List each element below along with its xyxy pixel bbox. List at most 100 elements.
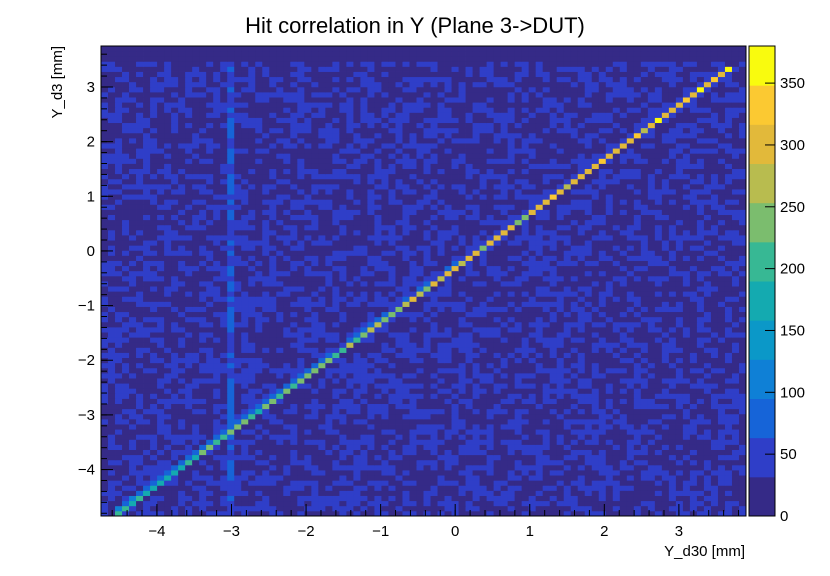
heatmap-cell [661, 332, 670, 338]
heatmap-cell [325, 296, 333, 302]
heatmap-cell [325, 439, 333, 445]
heatmap-cell [164, 337, 172, 343]
heatmap-cell [682, 270, 691, 277]
heatmap-cell [689, 398, 698, 405]
heatmap-cell [353, 240, 361, 246]
heatmap-cell [598, 357, 607, 364]
heatmap-cell [241, 403, 249, 410]
heatmap-cell [136, 321, 144, 328]
heatmap-cell [304, 444, 312, 450]
heatmap-cell [542, 439, 551, 445]
heatmap-cell [283, 326, 291, 333]
heatmap-cell [731, 434, 740, 440]
heatmap-cell [185, 260, 193, 267]
heatmap-cell [402, 470, 410, 476]
heatmap-cell [395, 337, 403, 343]
heatmap-cell [332, 434, 340, 440]
heatmap-cell [731, 454, 740, 461]
heatmap-cell [416, 393, 424, 399]
heatmap-cell [437, 470, 445, 476]
heatmap-cell [528, 378, 537, 384]
heatmap-cell [703, 342, 712, 348]
heatmap-cell [703, 424, 712, 430]
heatmap-cell [626, 362, 635, 369]
heatmap-cell [444, 495, 452, 502]
heatmap-cell [612, 291, 621, 297]
heatmap-cell [591, 500, 600, 507]
heatmap-cell [234, 393, 242, 399]
heatmap-cell [325, 326, 333, 333]
heatmap-cell [577, 418, 586, 425]
heatmap-cell [472, 296, 480, 302]
heatmap-cell [486, 449, 495, 456]
heatmap-cell [661, 485, 670, 491]
heatmap-cell [444, 255, 452, 261]
heatmap-cell [675, 372, 684, 379]
heatmap-cell [493, 250, 502, 256]
heatmap-cell [528, 490, 537, 496]
heatmap-cell [108, 240, 116, 246]
heatmap-cell [444, 475, 452, 481]
heatmap-cell [248, 383, 256, 389]
heatmap-cell [423, 403, 431, 410]
heatmap-cell [647, 301, 656, 307]
heatmap-cell [409, 291, 417, 297]
heatmap-cell [213, 362, 221, 369]
heatmap-cell [122, 250, 130, 256]
heatmap-cell [185, 245, 193, 251]
heatmap-cell [528, 245, 537, 251]
heatmap-cell [297, 413, 305, 420]
heatmap-cell [262, 326, 270, 333]
heatmap-cell [647, 306, 656, 313]
heatmap-cell [108, 480, 116, 486]
heatmap-cell [507, 245, 516, 251]
heatmap-cell [486, 490, 495, 496]
heatmap-cell [248, 475, 256, 481]
heatmap-cell [374, 265, 382, 272]
heatmap-cell [311, 459, 319, 466]
heatmap-cell [507, 291, 516, 297]
heatmap-cell [619, 490, 628, 496]
heatmap-cell [668, 413, 677, 420]
heatmap-cell [647, 475, 656, 481]
heatmap-cell [304, 500, 312, 507]
heatmap-cell [472, 464, 480, 471]
heatmap-cell [724, 500, 733, 507]
heatmap-cell [241, 245, 249, 251]
heatmap-cell [542, 495, 551, 502]
heatmap-cell [556, 510, 565, 517]
heatmap-cell [213, 398, 221, 405]
heatmap-cell [465, 286, 473, 292]
heatmap-cell [549, 367, 558, 374]
heatmap-cell [493, 255, 502, 261]
heatmap-cell [598, 286, 607, 292]
heatmap-cell [115, 362, 123, 369]
heatmap-cell [675, 480, 684, 486]
heatmap-cell [437, 250, 445, 256]
heatmap-cell [241, 367, 249, 374]
heatmap-cell [661, 296, 670, 302]
heatmap-cell [647, 510, 656, 517]
heatmap-cell [444, 296, 452, 302]
heatmap-cell [234, 265, 242, 272]
heatmap-cell [605, 403, 614, 410]
heatmap-cell [493, 480, 502, 486]
heatmap-cell [598, 342, 607, 348]
heatmap-cell [689, 475, 698, 481]
heatmap-cell [626, 388, 635, 394]
heatmap-cell [206, 510, 214, 517]
heatmap-cell [262, 475, 270, 481]
heatmap-cell [507, 464, 516, 471]
heatmap-cell [136, 480, 144, 486]
heatmap-cell [101, 500, 109, 507]
heatmap-cell [276, 245, 284, 251]
heatmap-cell [262, 413, 270, 420]
heatmap-cell [598, 490, 607, 496]
heatmap-cell [479, 347, 487, 353]
heatmap-cell [633, 378, 642, 384]
heatmap-cell [591, 326, 600, 333]
heatmap-cell [150, 235, 158, 241]
heatmap-cell [619, 398, 628, 405]
heatmap-cell [479, 480, 487, 486]
heatmap-cell [122, 275, 130, 282]
